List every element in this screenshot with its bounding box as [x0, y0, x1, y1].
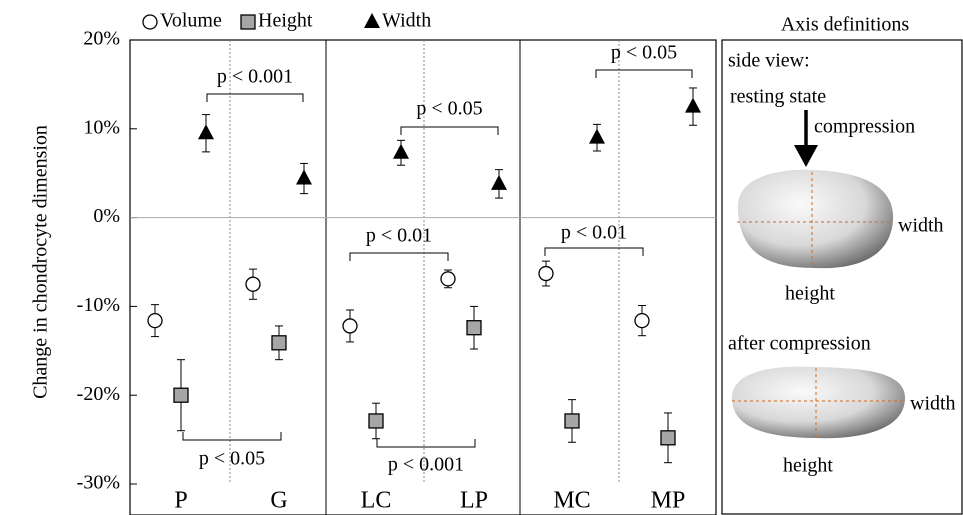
- chart: Change in chondrocyte dimension Axis def…: [0, 0, 963, 515]
- y-tick-label: -20%: [77, 383, 120, 405]
- marker: [441, 272, 455, 286]
- y-tick-label: -10%: [77, 294, 120, 316]
- bracket: [596, 70, 692, 78]
- bracket: [377, 439, 475, 447]
- annotation: p < 0.001: [217, 66, 293, 88]
- marker: [296, 170, 312, 185]
- marker: [539, 267, 553, 281]
- marker: [491, 175, 507, 190]
- legend-marker: [241, 15, 255, 29]
- cell-compressed: [732, 367, 905, 439]
- inset-text: width: [898, 215, 944, 237]
- inset-text: width: [910, 393, 956, 415]
- arrow-head: [794, 145, 818, 167]
- marker: [393, 144, 409, 159]
- inset-frame: [722, 40, 962, 514]
- annotation: p < 0.01: [366, 225, 432, 247]
- y-tick-label: 20%: [83, 28, 120, 50]
- legend-label: Volume: [160, 10, 222, 32]
- inset-title: Axis definitions: [781, 14, 910, 36]
- inset: Axis definitions side view: resting stat…: [722, 14, 962, 514]
- inset-text: resting state: [730, 86, 826, 108]
- marker: [246, 277, 260, 291]
- annotation: p < 0.05: [416, 98, 482, 120]
- inset-text: side view:: [728, 50, 810, 72]
- annotation: p < 0.05: [611, 42, 677, 64]
- y-axis-label: Change in chondrocyte dimension: [30, 125, 52, 399]
- marker: [661, 431, 675, 445]
- y-tick-label: 0%: [93, 205, 120, 227]
- marker: [635, 314, 649, 328]
- x-tick-label: LP: [460, 488, 488, 514]
- marker: [343, 319, 357, 333]
- annotation: p < 0.001: [388, 454, 464, 476]
- marker: [148, 314, 162, 328]
- marker: [467, 321, 481, 335]
- x-tick-label: P: [174, 488, 187, 514]
- x-tick-label: LC: [361, 488, 392, 514]
- x-tick-label: G: [270, 488, 287, 514]
- inset-text: height: [783, 455, 833, 477]
- marker: [272, 336, 286, 350]
- bracket: [207, 94, 303, 102]
- x-tick-label: MC: [553, 488, 590, 514]
- x-tick-label: MP: [651, 488, 686, 514]
- legend-marker: [364, 13, 380, 28]
- bracket: [183, 432, 281, 440]
- y-tick-label: 10%: [83, 116, 120, 138]
- marker: [685, 98, 701, 113]
- inset-text: compression: [814, 116, 915, 138]
- marker: [174, 388, 188, 402]
- legend-label: Width: [382, 10, 431, 32]
- marker: [589, 129, 605, 144]
- annotation: p < 0.01: [561, 222, 627, 244]
- annotation: p < 0.05: [199, 448, 265, 470]
- bracket: [545, 248, 643, 256]
- legend-marker: [143, 15, 157, 29]
- bracket: [401, 127, 498, 135]
- inset-text: height: [785, 283, 835, 305]
- legend-label: Height: [258, 10, 313, 32]
- bracket: [350, 253, 448, 261]
- marker: [198, 124, 214, 139]
- marker: [369, 414, 383, 428]
- marker: [565, 414, 579, 428]
- cell-resting: [738, 170, 893, 268]
- y-tick-label: -30%: [77, 472, 120, 494]
- inset-text: after compression: [728, 333, 871, 355]
